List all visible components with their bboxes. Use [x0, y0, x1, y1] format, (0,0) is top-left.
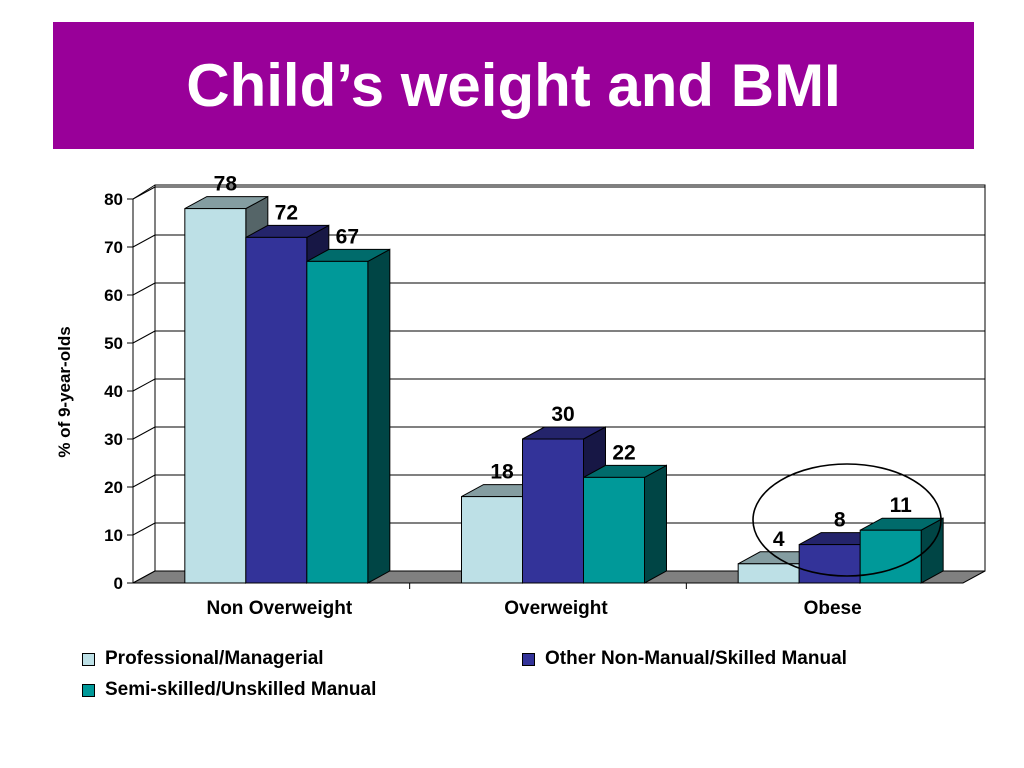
y-tick-label: 80 — [104, 190, 123, 209]
y-tick-label: 20 — [104, 478, 123, 497]
bar-front — [798, 544, 861, 584]
gridline-side — [132, 426, 156, 440]
x-tick-label: Non Overweight — [206, 598, 352, 619]
y-tick-label: 0 — [114, 574, 123, 593]
data-label: 67 — [336, 225, 359, 248]
data-label: 30 — [551, 403, 574, 426]
labels-layer: 78 72 67 18 30 22 4 8 11 — [214, 173, 912, 551]
y-tick-label: 70 — [104, 238, 123, 257]
y-tick-label: 40 — [104, 382, 123, 401]
gridline-side — [132, 330, 156, 344]
bar — [306, 248, 391, 584]
slide-title: Child’s weight and BMI — [186, 52, 841, 119]
bars-layer — [184, 195, 944, 584]
x-tick-label: Overweight — [504, 598, 608, 619]
gridline-side — [132, 282, 156, 296]
data-label: 72 — [275, 201, 298, 224]
obese-highlight-circle — [752, 463, 942, 577]
y-axis-label: % of 9-year-olds — [55, 326, 74, 457]
bar-front — [522, 438, 584, 584]
title-banner: Child’s weight and BMI — [53, 22, 974, 149]
gridline-side — [132, 522, 156, 536]
data-label: 78 — [214, 173, 238, 196]
gridline-side — [132, 474, 156, 488]
bar-front — [306, 260, 369, 584]
bar-front — [583, 476, 645, 584]
y-tick-label: 50 — [104, 334, 123, 353]
gridline-side — [132, 234, 156, 248]
gridline-side — [132, 378, 156, 392]
bar-side — [367, 248, 391, 584]
bar — [583, 464, 667, 584]
data-label: 4 — [773, 528, 785, 551]
y-tick-label: 30 — [104, 430, 123, 449]
x-tick-label: Obese — [804, 598, 862, 619]
bar-side — [644, 464, 667, 584]
bar-front — [461, 496, 523, 584]
data-label: 11 — [890, 494, 913, 517]
bar-front — [245, 236, 308, 584]
data-label: 18 — [490, 461, 514, 484]
axis-layer: 0 10 20 30 40 50 60 70 80 Non Overweight Overweigh… — [104, 190, 963, 619]
data-label: 8 — [834, 509, 846, 532]
y-tick-label: 60 — [104, 286, 123, 305]
bar-front — [184, 208, 247, 584]
bar-front — [737, 563, 800, 584]
data-label: 22 — [612, 441, 635, 464]
y-tick-label: 10 — [104, 526, 123, 545]
side-wall-top — [132, 184, 156, 200]
